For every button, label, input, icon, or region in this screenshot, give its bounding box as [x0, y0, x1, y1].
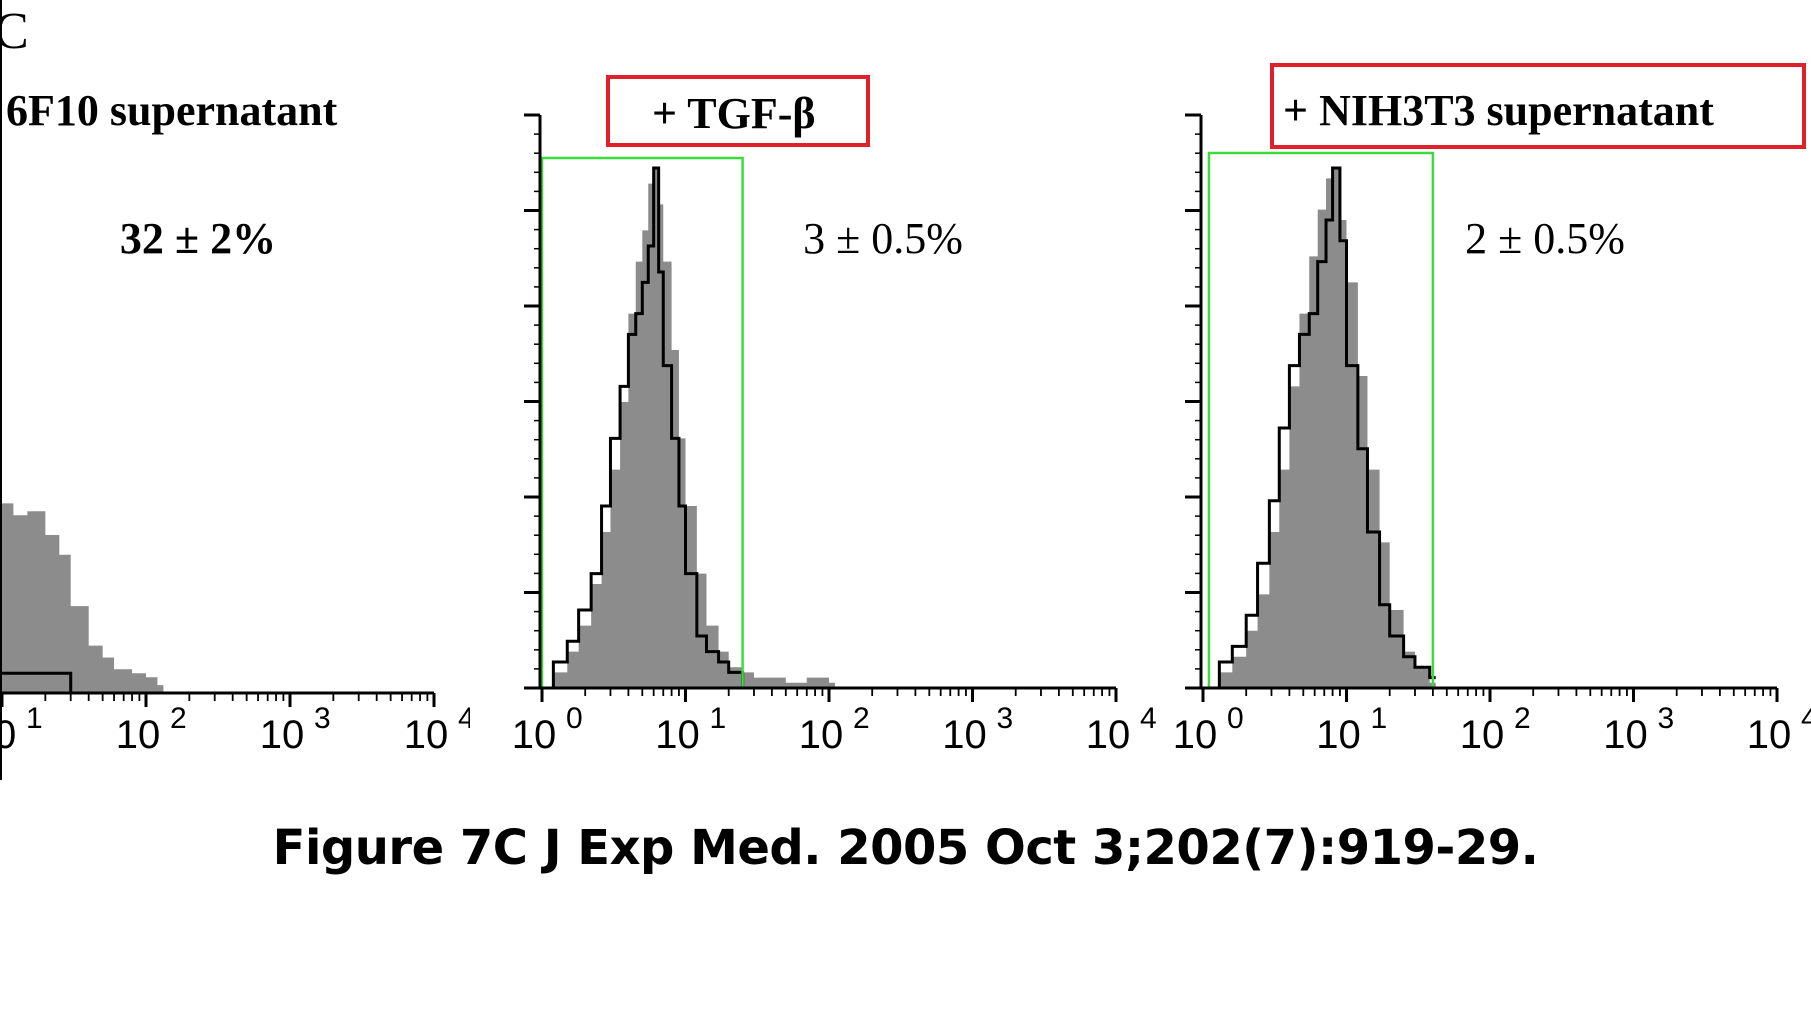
x-tick-label: 10	[942, 713, 987, 757]
x-tick-exponent: 1	[1371, 702, 1388, 735]
x-tick-label: 10	[1603, 713, 1648, 757]
x-tick-label: 10	[260, 713, 305, 757]
x-tick-exponent: 1	[26, 702, 43, 735]
x-tick-exponent: 3	[997, 702, 1014, 735]
percentage-annotation: 2 ± 0.5%	[1465, 214, 1625, 263]
title-highlight-box	[1270, 63, 1806, 149]
x-tick-label: 10	[1316, 713, 1361, 757]
x-tick-exponent: 4	[1801, 702, 1811, 735]
x-tick-exponent: 1	[710, 702, 727, 735]
percentage-annotation: 32 ± 2%	[120, 214, 276, 263]
panel-title: + TGF-β	[652, 89, 816, 138]
histogram-panel-1: 6F10 supernatant 32 ± 2% 10 1 10 2 10 3 10 4	[0, 86, 475, 757]
histogram-panel-3: + NIH3T3 supernatant 2 ± 0.5% 10 0 10 1 10 2 10 3…	[1173, 63, 1811, 757]
histogram-panel-2: + TGF-β 3 ± 0.5% 10 0 10 1 10 2 10 3 10 4	[512, 75, 1157, 757]
overlay-histogram-line	[1208, 166, 1436, 690]
x-tick-label: 10	[1173, 713, 1218, 757]
filled-histogram	[0, 495, 164, 693]
x-tick-label: 10	[404, 713, 449, 757]
x-tick-label: 10	[1747, 713, 1792, 757]
x-tick-label: 10	[799, 713, 844, 757]
x-tick-exponent: 2	[853, 702, 870, 735]
x-tick-exponent: 2	[1514, 702, 1531, 735]
x-tick-exponent: 3	[314, 702, 331, 735]
x-tick-label: 10	[655, 713, 700, 757]
filled-histogram	[542, 168, 835, 688]
x-tick-label: 10	[1086, 713, 1131, 757]
x-tick-label: 10	[0, 713, 16, 757]
panel-letter: C	[0, 3, 29, 60]
x-tick-exponent: 4	[1140, 702, 1157, 735]
x-tick-exponent: 0	[566, 702, 583, 735]
x-tick-exponent: 4	[458, 702, 475, 735]
panel-title: 6F10 supernatant	[6, 86, 338, 135]
x-tick-exponent: 3	[1658, 702, 1675, 735]
x-tick-label: 10	[512, 713, 557, 757]
overlay-histogram-line	[0, 671, 95, 695]
x-tick-exponent: 2	[170, 702, 187, 735]
x-tick-label: 10	[116, 713, 161, 757]
title-highlight-box	[606, 75, 870, 147]
panel-title: + NIH3T3 supernatant	[1283, 86, 1714, 135]
percentage-annotation: 3 ± 0.5%	[803, 214, 963, 263]
filled-histogram	[1208, 168, 1436, 688]
figure-caption: Figure 7C J Exp Med. 2005 Oct 3;202(7):9…	[272, 820, 1539, 876]
x-tick-label: 10	[1460, 713, 1505, 757]
overlay-histogram-line	[542, 166, 749, 690]
x-tick-exponent: 0	[1227, 702, 1244, 735]
